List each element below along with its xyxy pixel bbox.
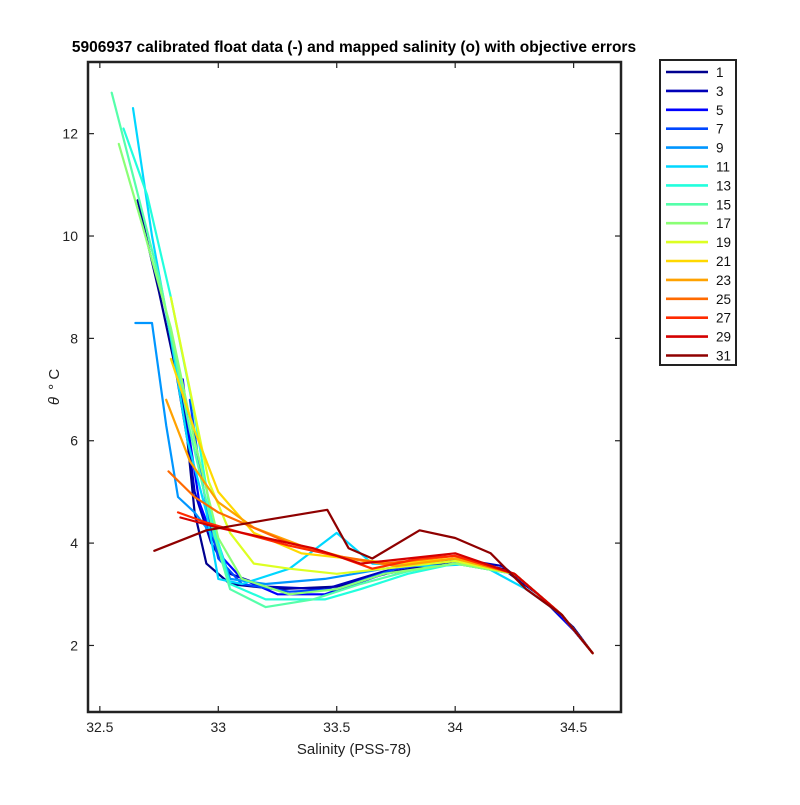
y-axis-label-unit: ° C	[46, 369, 63, 390]
legend-item: 17	[666, 216, 731, 231]
legend-label: 21	[716, 254, 731, 269]
legend-item: 7	[666, 122, 724, 137]
legend-item: 13	[666, 178, 731, 193]
legend-label: 3	[716, 84, 724, 99]
y-tick-label: 4	[70, 535, 78, 551]
legend-label: 27	[716, 311, 731, 326]
x-tick-label: 34	[447, 719, 463, 735]
legend-item: 1	[666, 65, 724, 80]
x-tick-label: 34.5	[560, 719, 587, 735]
legend-label: 29	[716, 330, 731, 345]
legend-item: 15	[666, 197, 731, 212]
y-tick-label: 10	[62, 228, 78, 244]
legend-item: 9	[666, 141, 724, 156]
legend-label: 11	[716, 160, 730, 175]
x-axis-label: Salinity (PSS-78)	[297, 741, 411, 758]
svg-text:θ ° C: θ ° C	[46, 369, 63, 405]
legend-label: 5	[716, 103, 724, 118]
y-tick-label: 6	[70, 433, 78, 449]
legend-label: 19	[716, 235, 731, 250]
legend-label: 1	[716, 65, 724, 80]
legend-item: 5	[666, 103, 724, 118]
y-axis-label: θ ° C	[46, 369, 63, 405]
legend-item: 19	[666, 235, 731, 250]
series-line-31	[153, 508, 594, 655]
legend-label: 9	[716, 141, 724, 156]
axis-ticks: 32.5 33 33.5 34 34.5 2 4 6 8 10 12	[62, 62, 621, 735]
legend-label: 13	[716, 178, 731, 193]
legend-label: 7	[716, 122, 724, 137]
legend-item: 29	[666, 330, 731, 345]
legend-label: 23	[716, 273, 731, 288]
y-axis-label-symbol: θ	[46, 397, 63, 405]
legend-item: 3	[666, 84, 724, 99]
legend-label: 25	[716, 292, 731, 307]
axes-box	[86, 60, 623, 714]
legend-item: 23	[666, 273, 731, 288]
y-tick-label: 8	[70, 330, 78, 346]
x-tick-label: 33.5	[323, 719, 350, 735]
y-tick-label: 12	[62, 126, 78, 142]
legend-label: 17	[716, 216, 731, 231]
legend-item: 11	[666, 160, 730, 175]
legend-item: 27	[666, 311, 731, 326]
plot-lines	[110, 91, 594, 655]
legend-item: 25	[666, 292, 731, 307]
legend-item: 31	[666, 349, 731, 364]
x-tick-label: 33	[210, 719, 226, 735]
y-tick-label: 2	[70, 637, 78, 653]
legend-item: 21	[666, 254, 731, 269]
chart-title: 5906937 calibrated float data (-) and ma…	[72, 39, 636, 56]
legend-label: 31	[716, 349, 731, 364]
x-tick-label: 32.5	[86, 719, 113, 735]
series-line-29	[179, 516, 594, 655]
legend-label: 15	[716, 197, 731, 212]
